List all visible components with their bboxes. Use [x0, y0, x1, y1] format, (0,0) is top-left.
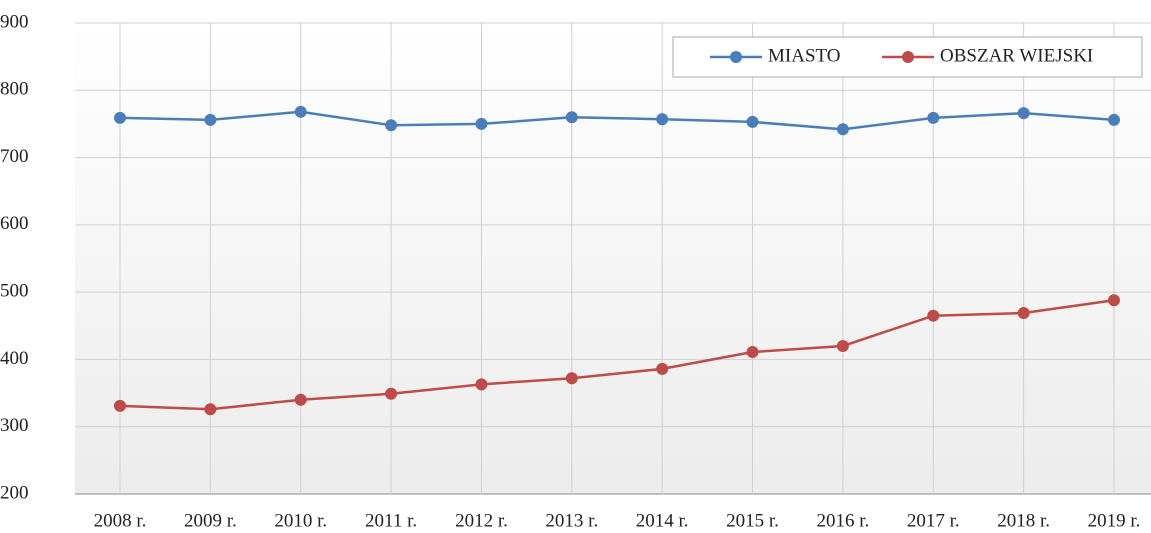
x-tick-label: 2011 r. [365, 510, 417, 531]
data-point [204, 113, 217, 126]
y-tick-label: 900 [0, 11, 29, 32]
y-tick-label: 200 [0, 482, 29, 503]
legend-label: OBSZAR WIEJSKI [940, 45, 1093, 66]
x-tick-label: 2018 r. [997, 510, 1050, 531]
y-tick-label: 600 [0, 213, 29, 234]
plot-area [75, 23, 1151, 494]
legend-label: MIASTO [768, 45, 841, 66]
y-tick-label: 400 [0, 348, 29, 369]
data-point [1017, 307, 1030, 320]
x-tick-label: 2019 r. [1088, 510, 1141, 531]
x-tick-label: 2010 r. [274, 510, 327, 531]
data-point [565, 372, 578, 385]
data-point [1017, 107, 1030, 120]
y-tick-label: 700 [0, 146, 29, 167]
data-point [656, 362, 669, 375]
x-tick-label: 2012 r. [455, 510, 508, 531]
data-point [1108, 294, 1120, 307]
legend-marker [730, 51, 742, 63]
data-point [294, 105, 307, 118]
x-tick-label: 2017 r. [907, 510, 960, 531]
y-tick-label: 500 [0, 281, 29, 302]
data-point [927, 111, 940, 124]
data-point [114, 399, 126, 412]
x-tick-label: 2008 r. [94, 510, 147, 531]
x-tick-label: 2013 r. [545, 510, 598, 531]
series-line [119, 110, 1115, 131]
data-point [114, 111, 126, 124]
legend-marker [902, 51, 914, 63]
data-point [475, 378, 488, 391]
data-point [927, 309, 940, 322]
data-point [204, 403, 217, 416]
data-point [294, 393, 307, 406]
x-tick-label: 2014 r. [636, 510, 689, 531]
data-point [746, 115, 759, 128]
data-point [836, 123, 849, 136]
x-tick-label: 2016 r. [817, 510, 870, 531]
data-point [836, 339, 849, 352]
x-tick-label: 2009 r. [184, 510, 237, 531]
y-tick-label: 800 [0, 79, 29, 100]
data-point [385, 387, 398, 400]
data-point [746, 346, 759, 359]
x-tick-label: 2015 r. [726, 510, 779, 531]
data-point [565, 111, 578, 124]
data-point [475, 117, 488, 130]
data-point [656, 113, 669, 126]
data-point [385, 119, 398, 132]
series-line [119, 298, 1115, 411]
y-tick-label: 300 [0, 415, 29, 436]
data-point [1108, 113, 1120, 126]
